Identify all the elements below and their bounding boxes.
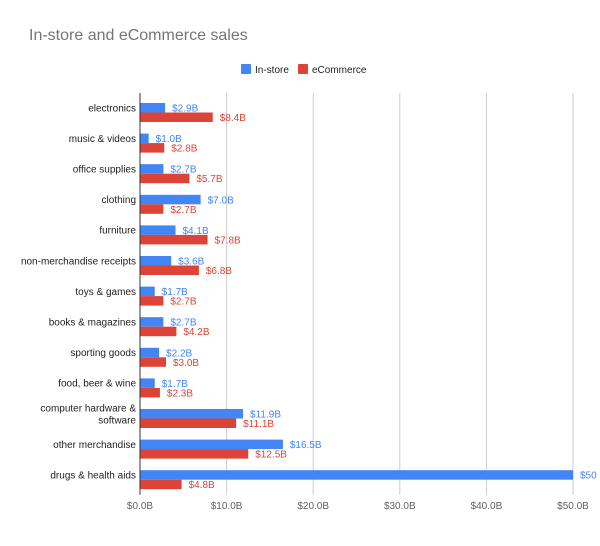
legend: In-store eCommerce <box>241 64 367 76</box>
data-label: $1.7B <box>162 287 188 298</box>
data-label: $7.0B <box>208 195 234 206</box>
data-label: $8.4B <box>220 113 246 124</box>
data-label: $4.8B <box>189 480 215 491</box>
bar-in-store <box>140 347 160 358</box>
bar-ecommerce <box>140 449 249 459</box>
x-tick-label: $20.0B <box>297 501 329 512</box>
legend-swatch-0 <box>241 64 251 74</box>
data-label: $12.5B <box>255 450 287 461</box>
bars: $2.9B$1.0B$2.7B$7.0B$4.1B$3.6B$1.7B$2.7B… <box>140 103 597 491</box>
bar-in-store <box>140 317 164 327</box>
bar-in-store <box>140 378 155 388</box>
bar-ecommerce <box>140 173 190 184</box>
grid-layer <box>226 93 574 495</box>
x-tick-label: $40.0B <box>471 501 503 512</box>
chart-title: In-store and eCommerce sales <box>29 27 248 44</box>
category-label: toys & games <box>75 287 136 298</box>
bar-in-store <box>140 194 201 205</box>
bar-ecommerce <box>140 357 166 367</box>
bar-in-store <box>140 225 176 235</box>
data-label: $11.9B <box>250 410 281 421</box>
data-label: $4.1B <box>183 226 209 237</box>
legend-label-0: In-store <box>255 65 289 76</box>
data-label: $3.0B <box>173 358 199 369</box>
bar-in-store <box>140 470 573 480</box>
category-label: electronics <box>88 103 136 114</box>
bar-in-store <box>140 133 149 144</box>
data-label: $4.2B <box>183 327 209 338</box>
bar-ecommerce <box>140 204 164 214</box>
x-tick-label: $30.0B <box>384 501 416 512</box>
bar-in-store <box>140 164 164 174</box>
x-axis: $0.0B $10.0B $20.0B $30.0B $40.0B $50.0B <box>127 93 589 512</box>
bar-ecommerce <box>140 387 160 398</box>
category-label: books & magazines <box>49 318 136 329</box>
bar-ecommerce <box>140 143 165 153</box>
category-label: office supplies <box>73 165 136 176</box>
data-label: $2.7B <box>170 318 196 329</box>
data-label: $16.5B <box>290 440 322 451</box>
data-label: $2.9B <box>172 104 198 115</box>
bar-ecommerce <box>140 326 177 337</box>
category-label: drugs & health aids <box>50 471 136 482</box>
data-label: $2.7B <box>170 165 196 176</box>
x-tick-label: $0.0B <box>127 501 153 512</box>
data-label: $50 <box>580 471 597 482</box>
data-label: $5.7B <box>196 174 222 185</box>
category-label: furniture <box>99 226 136 237</box>
legend-swatch-1 <box>298 64 308 74</box>
data-label: $3.6B <box>178 257 204 268</box>
category-label: non-merchandise receipts <box>21 256 136 267</box>
bar-in-store <box>140 439 283 450</box>
category-label: music & videos <box>69 134 136 145</box>
data-label: $2.2B <box>166 348 192 359</box>
bar-ecommerce <box>140 234 208 245</box>
bar-ecommerce <box>140 418 237 428</box>
bar-ecommerce <box>140 265 199 275</box>
data-label: $2.8B <box>171 144 197 155</box>
data-label: $2.7B <box>170 205 196 216</box>
data-label: $6.8B <box>206 266 232 277</box>
bar-ecommerce <box>140 112 213 122</box>
data-label: $2.7B <box>170 297 196 308</box>
data-label: $1.7B <box>162 379 188 390</box>
legend-label-1: eCommerce <box>312 65 367 76</box>
data-label: $7.8B <box>215 235 241 246</box>
bar-in-store <box>140 256 172 266</box>
x-tick-label: $50.0B <box>557 501 589 512</box>
category-label: other merchandise <box>53 440 136 451</box>
category-label: sporting goods <box>70 348 136 359</box>
bar-in-store <box>140 286 155 297</box>
bar-in-store <box>140 103 166 113</box>
data-label: $11.1B <box>243 419 274 430</box>
bar-ecommerce <box>140 479 182 490</box>
category-label: clothing <box>102 195 136 206</box>
category-labels: electronics music & videos office supplies… <box>21 103 137 481</box>
category-label: computer hardware & software <box>40 403 136 426</box>
bar-ecommerce <box>140 296 164 306</box>
x-tick-label: $10.0B <box>211 501 243 512</box>
data-label: $2.3B <box>167 388 193 399</box>
category-label: food, beer & wine <box>58 379 136 390</box>
bar-in-store <box>140 409 244 419</box>
data-label: $1.0B <box>156 134 182 145</box>
